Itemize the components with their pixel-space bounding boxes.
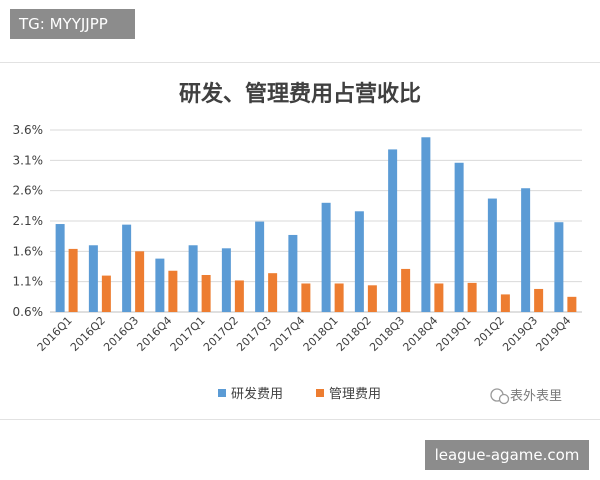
- bars: [55, 137, 577, 312]
- bar-admin-expense: [367, 285, 377, 312]
- bar-rd-expense: [88, 245, 98, 312]
- bar-admin-expense: [401, 268, 411, 312]
- y-tick-label: 3.1%: [13, 153, 44, 167]
- x-tick-label: 2017Q4: [267, 314, 307, 354]
- chart-frame: 研发、管理费用占营收比 0.6% 1.1% 1.6% 2.1% 2.6% 3.1% 3.6%…: [0, 62, 600, 420]
- bar-admin-expense: [500, 294, 510, 312]
- x-tick-label: 2019Q1: [434, 314, 474, 354]
- bar-rd-expense: [221, 248, 231, 312]
- y-tick-label: 2.1%: [13, 214, 44, 228]
- bar-admin-expense: [101, 275, 111, 312]
- y-tick-label: 3.6%: [13, 123, 44, 137]
- bar-rd-expense: [554, 222, 564, 312]
- bar-admin-expense: [135, 251, 145, 312]
- x-axis-ticks: 2016Q12016Q22016Q32016Q42017Q12017Q22017…: [35, 314, 574, 354]
- bar-admin-expense: [234, 280, 244, 312]
- y-tick-label: 2.6%: [13, 184, 44, 198]
- source-label: 表外表里: [510, 389, 562, 404]
- bar-admin-expense: [467, 282, 477, 312]
- y-tick-label: 1.1%: [13, 275, 44, 289]
- x-tick-label: 2016Q2: [68, 314, 108, 354]
- bar-admin-expense: [334, 283, 344, 312]
- bar-rd-expense: [288, 234, 298, 312]
- x-tick-label: 2016Q3: [101, 314, 141, 354]
- x-tick-label: 2018Q2: [334, 314, 374, 354]
- bar-admin-expense: [68, 248, 78, 312]
- bar-rd-expense: [421, 137, 431, 312]
- bar-rd-expense: [388, 149, 398, 312]
- bar-rd-expense: [321, 202, 331, 312]
- y-tick-label: 0.6%: [13, 305, 44, 319]
- bar-admin-expense: [268, 273, 278, 312]
- x-tick-label: 2017Q2: [201, 314, 241, 354]
- y-axis-ticks: 0.6% 1.1% 1.6% 2.1% 2.6% 3.1% 3.6%: [13, 123, 44, 319]
- bar-admin-expense: [534, 288, 544, 312]
- legend-swatch: [316, 389, 324, 397]
- x-tick-label: 2018Q3: [367, 314, 407, 354]
- x-tick-label: 2019Q3: [500, 314, 540, 354]
- bar-rd-expense: [487, 198, 497, 312]
- bar-rd-expense: [188, 245, 198, 312]
- bar-rd-expense: [55, 224, 65, 312]
- bar-rd-expense: [155, 258, 165, 312]
- source-logo: 表外表里: [490, 388, 562, 405]
- bar-admin-expense: [168, 270, 178, 312]
- bar-rd-expense: [454, 162, 464, 312]
- bar-rd-expense: [122, 224, 132, 312]
- legend-swatch: [218, 389, 226, 397]
- bar-admin-expense: [201, 274, 211, 312]
- legend: 研发费用 管理费用: [218, 386, 381, 402]
- bar-admin-expense: [434, 283, 444, 312]
- chart-title: 研发、管理费用占营收比: [179, 81, 421, 107]
- bar-rd-expense: [255, 221, 265, 312]
- bar-rd-expense: [521, 188, 531, 312]
- watermark-bottom: league-agame.com: [425, 440, 589, 470]
- y-tick-label: 1.6%: [13, 244, 44, 258]
- watermark-top: TG: MYYJJPP: [10, 9, 135, 39]
- x-tick-label: 2017Q1: [168, 314, 208, 354]
- legend-label: 管理费用: [329, 387, 381, 402]
- bar-admin-expense: [301, 283, 311, 312]
- x-tick-label: 2018Q1: [301, 314, 341, 354]
- wechat-icon-bubble: [498, 393, 510, 405]
- bar-chart: 研发、管理费用占营收比 0.6% 1.1% 1.6% 2.1% 2.6% 3.1% 3.6%…: [13, 81, 582, 405]
- x-tick-label: 2019Q4: [533, 314, 573, 354]
- x-tick-label: 2016Q4: [134, 314, 174, 354]
- x-tick-label: 2016Q1: [35, 314, 75, 354]
- x-tick-label: 2017Q3: [234, 314, 274, 354]
- bar-admin-expense: [567, 296, 577, 312]
- bar-rd-expense: [354, 211, 364, 312]
- legend-label: 研发费用: [231, 386, 283, 402]
- x-tick-label: 2018Q4: [400, 314, 440, 354]
